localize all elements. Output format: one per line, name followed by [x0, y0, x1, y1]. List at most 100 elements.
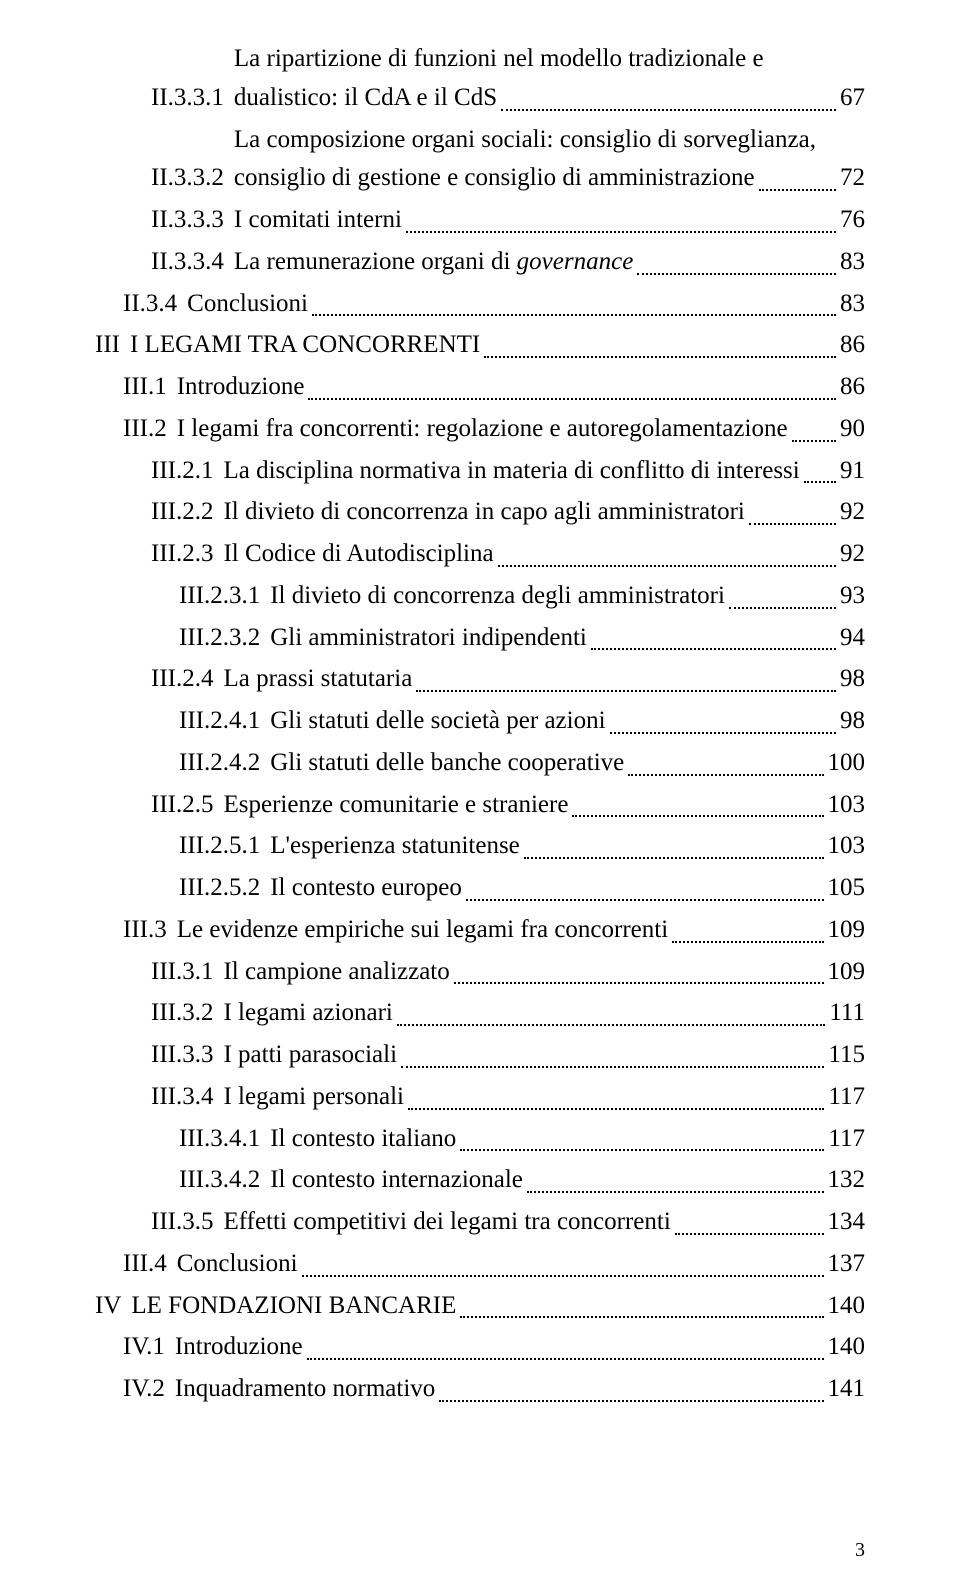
toc-leader [637, 273, 836, 275]
toc-title-last-row: Gli amministratori indipendenti 94 [270, 619, 865, 658]
toc-leader [460, 1149, 824, 1151]
toc-title-wrap: L'esperienza statunitense 103 [270, 827, 865, 866]
toc-page: 72 [840, 159, 865, 198]
toc-number: III.2 [123, 410, 177, 449]
toc-title-last-row: Introduzione 86 [177, 368, 865, 407]
toc-entry: III.1Introduzione 86 [123, 368, 865, 407]
toc-number: III.3.4.1 [179, 1120, 270, 1159]
toc-title-wrap: La remunerazione organi di governance 83 [234, 243, 865, 282]
toc-page: 141 [828, 1370, 866, 1409]
toc-page: 93 [840, 577, 865, 616]
toc-entry: III.2.5Esperienze comunitarie e stranier… [151, 786, 865, 825]
toc-title-wrap: Il campione analizzato 109 [223, 953, 865, 992]
toc-leader [759, 189, 836, 191]
toc-number: II.3.3.1 [151, 79, 234, 118]
toc-leader [729, 607, 836, 609]
toc-number: III.2.3.2 [179, 619, 270, 658]
toc-title-wrap: Il contesto internazionale 132 [270, 1161, 865, 1200]
toc-number: II.3.3.3 [151, 201, 234, 240]
toc-title-wrap: Esperienze comunitarie e straniere 103 [223, 786, 865, 825]
toc-page: 115 [828, 1036, 865, 1075]
toc-page: 105 [828, 869, 866, 908]
toc-number: IV.2 [123, 1370, 175, 1409]
toc-title-last-row: L'esperienza statunitense 103 [270, 827, 865, 866]
toc-entry: IVLE FONDAZIONI BANCARIE 140 [95, 1287, 865, 1326]
toc-number: III.1 [123, 368, 177, 407]
toc-leader [628, 774, 823, 776]
toc-page: 103 [828, 827, 866, 866]
toc-title-wrap: I LEGAMI TRA CONCORRENTI 86 [130, 326, 865, 365]
toc-leader [312, 314, 836, 316]
toc-page: 86 [840, 368, 865, 407]
toc-number: III.2.4.1 [179, 702, 270, 741]
toc-title-last-row: I patti parasociali 115 [223, 1036, 865, 1075]
toc-title: Le evidenze empiriche sui legami fra con… [177, 911, 668, 950]
toc-title-wrap: I patti parasociali 115 [223, 1036, 865, 1075]
toc-title-wrap: I legami fra concorrenti: regolazione e … [177, 410, 865, 449]
toc-entry: IV.2Inquadramento normativo 141 [123, 1370, 865, 1409]
toc-entry: III.2I legami fra concorrenti: regolazio… [123, 410, 865, 449]
toc-page: 109 [828, 953, 866, 992]
toc-number: III.4 [123, 1245, 177, 1284]
toc-title: Il contesto europeo [270, 869, 462, 908]
toc-title-wrap: Effetti competitivi dei legami tra conco… [223, 1203, 865, 1242]
toc-page: 98 [840, 702, 865, 741]
toc-title-wrap: LE FONDAZIONI BANCARIE 140 [131, 1287, 865, 1326]
toc-leader [675, 1233, 824, 1235]
toc-title-last-row: Il contesto internazionale 132 [270, 1161, 865, 1200]
toc-entry: III.2.1La disciplina normativa in materi… [151, 452, 865, 491]
toc-title-last-row: La remunerazione organi di governance 83 [234, 243, 865, 282]
toc-entry: III.3.5Effetti competitivi dei legami tr… [151, 1203, 865, 1242]
toc-title-last-row: Il campione analizzato 109 [223, 953, 865, 992]
toc-page: 117 [828, 1120, 865, 1159]
toc-leader [406, 231, 836, 233]
toc-title: Conclusioni [187, 285, 308, 324]
toc-leader [572, 815, 823, 817]
toc-title-last-row: Il contesto europeo 105 [270, 869, 865, 908]
toc-leader [484, 356, 836, 358]
toc-title-last-row: I legami personali 117 [223, 1078, 865, 1117]
toc-title-wrap: Gli statuti delle banche cooperative 100 [270, 744, 865, 783]
toc-title: Effetti competitivi dei legami tra conco… [223, 1203, 670, 1242]
toc-entry: III.3.3I patti parasociali 115 [151, 1036, 865, 1075]
toc-page: 90 [840, 410, 865, 449]
toc-entry: II.3.4Conclusioni 83 [123, 285, 865, 324]
toc-title: I comitati interni [234, 201, 402, 240]
toc-number: II.3.4 [123, 285, 187, 324]
toc-entry: II.3.3.2La composizione organi sociali: … [151, 121, 865, 199]
toc-number: III.2.2 [151, 493, 223, 532]
toc-leader [401, 1066, 824, 1068]
toc-page: 134 [828, 1203, 866, 1242]
toc-number: IV [95, 1287, 131, 1326]
toc-page: 98 [840, 660, 865, 699]
toc-title: I legami personali [223, 1078, 404, 1117]
toc-title-last-row: Il Codice di Autodisciplina 92 [223, 535, 865, 574]
toc-leader [408, 1108, 824, 1110]
toc-number: III.3.4 [151, 1078, 223, 1117]
toc-page: 92 [840, 535, 865, 574]
toc-title: La disciplina normativa in materia di co… [223, 452, 799, 491]
toc-leader [460, 1316, 823, 1318]
toc-page: 140 [828, 1328, 866, 1367]
toc-title-last-row: Inquadramento normativo 141 [175, 1370, 865, 1409]
toc-page: 94 [840, 619, 865, 658]
toc-title-line: La composizione organi sociali: consigli… [234, 121, 865, 160]
toc-leader [749, 523, 836, 525]
toc-entry: III.2.3.2Gli amministratori indipendenti… [179, 619, 865, 658]
toc-title-wrap: I legami azionari 111 [223, 994, 865, 1033]
toc-entry: II.3.3.3I comitati interni 76 [151, 201, 865, 240]
toc-number: III.3.4.2 [179, 1161, 270, 1200]
toc-number: IV.1 [123, 1328, 175, 1367]
toc-title: L'esperienza statunitense [270, 827, 520, 866]
toc-title-wrap: I legami personali 117 [223, 1078, 865, 1117]
toc-number: II.3.3.2 [151, 159, 234, 198]
toc-number: III.3.1 [151, 953, 223, 992]
toc-title: La remunerazione organi di governance [234, 243, 633, 282]
toc-title-last-row: La prassi statutaria 98 [223, 660, 865, 699]
page-number: 3 [855, 1539, 865, 1562]
toc-title-wrap: Conclusioni 137 [177, 1245, 865, 1284]
toc-number: III.2.3 [151, 535, 223, 574]
toc-entry: II.3.3.4La remunerazione organi di gover… [151, 243, 865, 282]
document-page: II.3.3.1La ripartizione di funzioni nel … [0, 0, 960, 1590]
toc-page: 92 [840, 493, 865, 532]
